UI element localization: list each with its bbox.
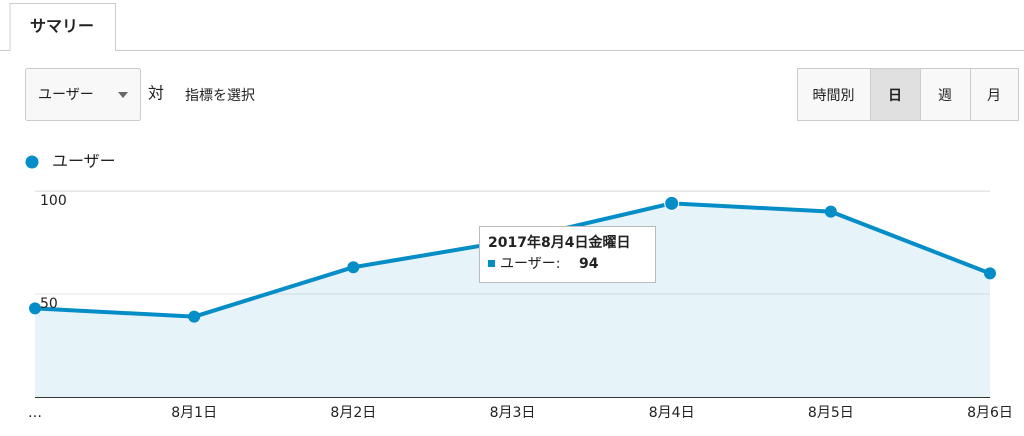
dropdown-label: ユーザー bbox=[38, 87, 94, 103]
x-tick-label: 8月6日 bbox=[967, 405, 1013, 421]
x-tick-label: 8月2日 bbox=[330, 405, 376, 421]
dropdown-arrow bbox=[118, 92, 128, 98]
plot: 50 100 … 8月1日 8月2日 8月3日 8月4日 8月5日 8月6日 bbox=[28, 190, 1013, 421]
tooltip: 2017年8月4日金曜日 ユーザー: 94 bbox=[479, 226, 656, 283]
legend-label: ユーザー bbox=[52, 152, 116, 171]
tooltip-value: 94 bbox=[579, 256, 599, 272]
period-buttons: 時間別 日 週 月 bbox=[797, 68, 1019, 121]
y-tick-label: 50 bbox=[40, 296, 58, 312]
period-button[interactable] bbox=[870, 68, 921, 121]
tooltip-swatch bbox=[488, 260, 495, 267]
x-tick-label: 8月5日 bbox=[808, 405, 854, 421]
metric-dropdown[interactable] bbox=[25, 68, 141, 121]
versus: 対 bbox=[148, 84, 164, 103]
tooltip-title: 2017年8月4日金曜日 bbox=[488, 234, 630, 251]
x-tick-label: 8月4日 bbox=[649, 405, 695, 421]
point bbox=[984, 267, 996, 280]
point bbox=[29, 302, 41, 315]
point bbox=[824, 205, 837, 218]
y-tick-label: 100 bbox=[40, 193, 67, 209]
period-button-label: 日 bbox=[888, 88, 902, 104]
x-tick-label: … bbox=[28, 405, 42, 421]
period-button[interactable] bbox=[920, 68, 971, 121]
x-tick-label: 8月1日 bbox=[171, 405, 217, 421]
tooltip-box bbox=[479, 226, 656, 283]
x-tick-label: 8月3日 bbox=[490, 405, 536, 421]
period-button-label: 月 bbox=[987, 88, 1001, 104]
period-button-label: 週 bbox=[938, 88, 952, 104]
point bbox=[347, 261, 360, 274]
tab[interactable] bbox=[9, 3, 116, 51]
select-metric-link[interactable]: 指標を選択 bbox=[185, 88, 255, 104]
tab-label: サマリー bbox=[30, 17, 94, 36]
legend-dot bbox=[25, 155, 39, 169]
period-button[interactable] bbox=[970, 68, 1019, 121]
tab-mask bbox=[10, 48, 115, 52]
tooltip-label: ユーザー: bbox=[500, 256, 560, 272]
period-button-label: 時間別 bbox=[813, 88, 855, 104]
point bbox=[188, 310, 201, 323]
point bbox=[664, 195, 680, 211]
area bbox=[35, 203, 990, 397]
